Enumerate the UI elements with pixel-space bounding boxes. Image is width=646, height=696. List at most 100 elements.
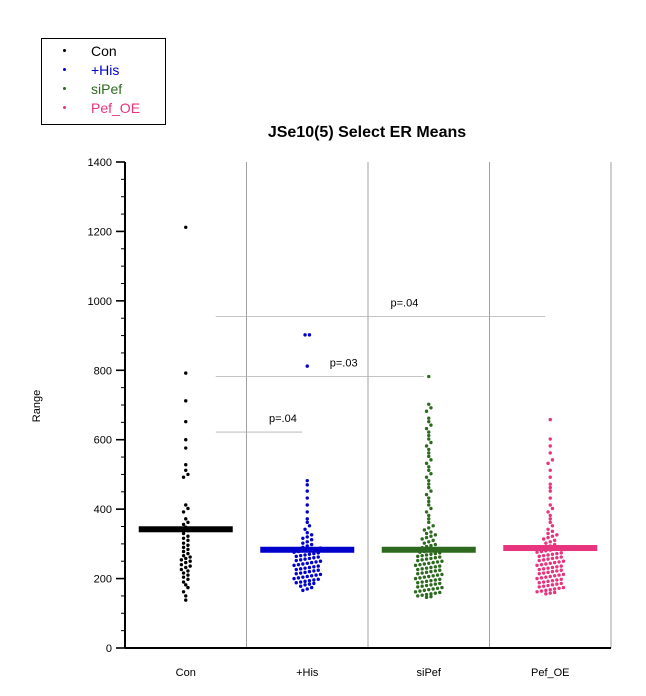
- data-point: [184, 517, 188, 521]
- data-point: [181, 553, 186, 558]
- data-point: [427, 482, 431, 486]
- data-point: [298, 580, 303, 584]
- data-point: [427, 526, 431, 530]
- data-point: [181, 571, 186, 575]
- data-point: [555, 565, 559, 569]
- data-point: [544, 592, 548, 596]
- data-point: [427, 402, 431, 407]
- data-point: [186, 543, 190, 547]
- data-point: [416, 581, 420, 585]
- data-point: [429, 534, 433, 538]
- data-point: [424, 510, 429, 514]
- data-point: [552, 538, 557, 543]
- data-point: [427, 430, 431, 434]
- data-point: [548, 587, 552, 592]
- data-point: [416, 567, 420, 572]
- data-point: [181, 536, 186, 541]
- data-point: [305, 510, 309, 514]
- data-point: [548, 417, 552, 422]
- data-point: [305, 496, 309, 500]
- data-point: [292, 576, 296, 581]
- data-point: [305, 574, 309, 579]
- data-point: [544, 588, 548, 593]
- data-point: [184, 503, 188, 507]
- data-point: [424, 531, 429, 536]
- y-axis-label: Range: [31, 390, 43, 422]
- data-point: [544, 575, 548, 579]
- data-point: [186, 585, 190, 590]
- data-point: [544, 541, 548, 545]
- data-point: [309, 542, 314, 547]
- data-point: [541, 537, 546, 541]
- data-point: [303, 553, 307, 557]
- data-point: [184, 438, 188, 442]
- data-point: [186, 520, 190, 525]
- data-point: [305, 535, 309, 539]
- data-point: [424, 475, 429, 479]
- data-point: [427, 513, 431, 518]
- legend-label: Con: [91, 43, 117, 59]
- data-point: [301, 541, 305, 545]
- data-point: [427, 447, 431, 452]
- data-point: [312, 569, 316, 573]
- data-point: [186, 547, 190, 552]
- mean-bar: [138, 526, 233, 533]
- data-point: [561, 572, 566, 577]
- data-point: [429, 406, 433, 410]
- data-point: [550, 529, 555, 534]
- data-point: [184, 583, 188, 587]
- data-point: [555, 533, 559, 537]
- data-point: [539, 589, 544, 593]
- data-point: [298, 553, 303, 558]
- data-point: [548, 437, 552, 441]
- data-point: [557, 560, 561, 564]
- data-point: [309, 574, 314, 578]
- legend-item: Con: [42, 42, 165, 60]
- data-point: [429, 543, 433, 548]
- data-point: [424, 570, 429, 575]
- data-point: [433, 533, 438, 537]
- data-point: [307, 524, 312, 528]
- legend-label: +His: [91, 62, 120, 78]
- data-point: [186, 506, 190, 511]
- data-point: [184, 446, 188, 450]
- data-point: [438, 555, 442, 559]
- data-point: [427, 433, 431, 438]
- data-point: [433, 569, 438, 573]
- y-tick-label: 1200: [88, 226, 112, 238]
- data-point: [427, 517, 431, 521]
- data-point: [427, 485, 431, 490]
- data-point: [181, 475, 186, 479]
- data-point: [546, 579, 550, 584]
- mean-bar: [381, 546, 476, 553]
- data-point: [184, 565, 188, 570]
- data-point: [541, 567, 546, 571]
- data-point: [546, 553, 550, 557]
- data-point: [548, 520, 552, 525]
- data-point: [186, 569, 190, 573]
- data-point: [537, 558, 541, 563]
- data-point: [420, 580, 424, 584]
- x-tick-label: Pef_OE: [531, 667, 570, 679]
- legend-marker: [63, 68, 66, 71]
- data-point: [555, 569, 559, 573]
- data-point: [307, 556, 312, 561]
- data-point: [559, 564, 563, 568]
- data-point: [427, 574, 431, 579]
- data-point: [548, 503, 552, 507]
- data-point: [539, 562, 544, 567]
- data-point: [559, 555, 563, 559]
- data-point: [429, 506, 433, 511]
- data-point: [433, 556, 438, 560]
- data-point: [548, 468, 552, 472]
- data-point: [555, 556, 559, 560]
- data-point: [184, 560, 188, 565]
- data-point: [548, 561, 552, 565]
- legend-label: siPef: [91, 81, 123, 97]
- data-point: [179, 567, 184, 572]
- data-point: [309, 585, 314, 590]
- data-point: [424, 553, 429, 557]
- data-point: [188, 559, 192, 563]
